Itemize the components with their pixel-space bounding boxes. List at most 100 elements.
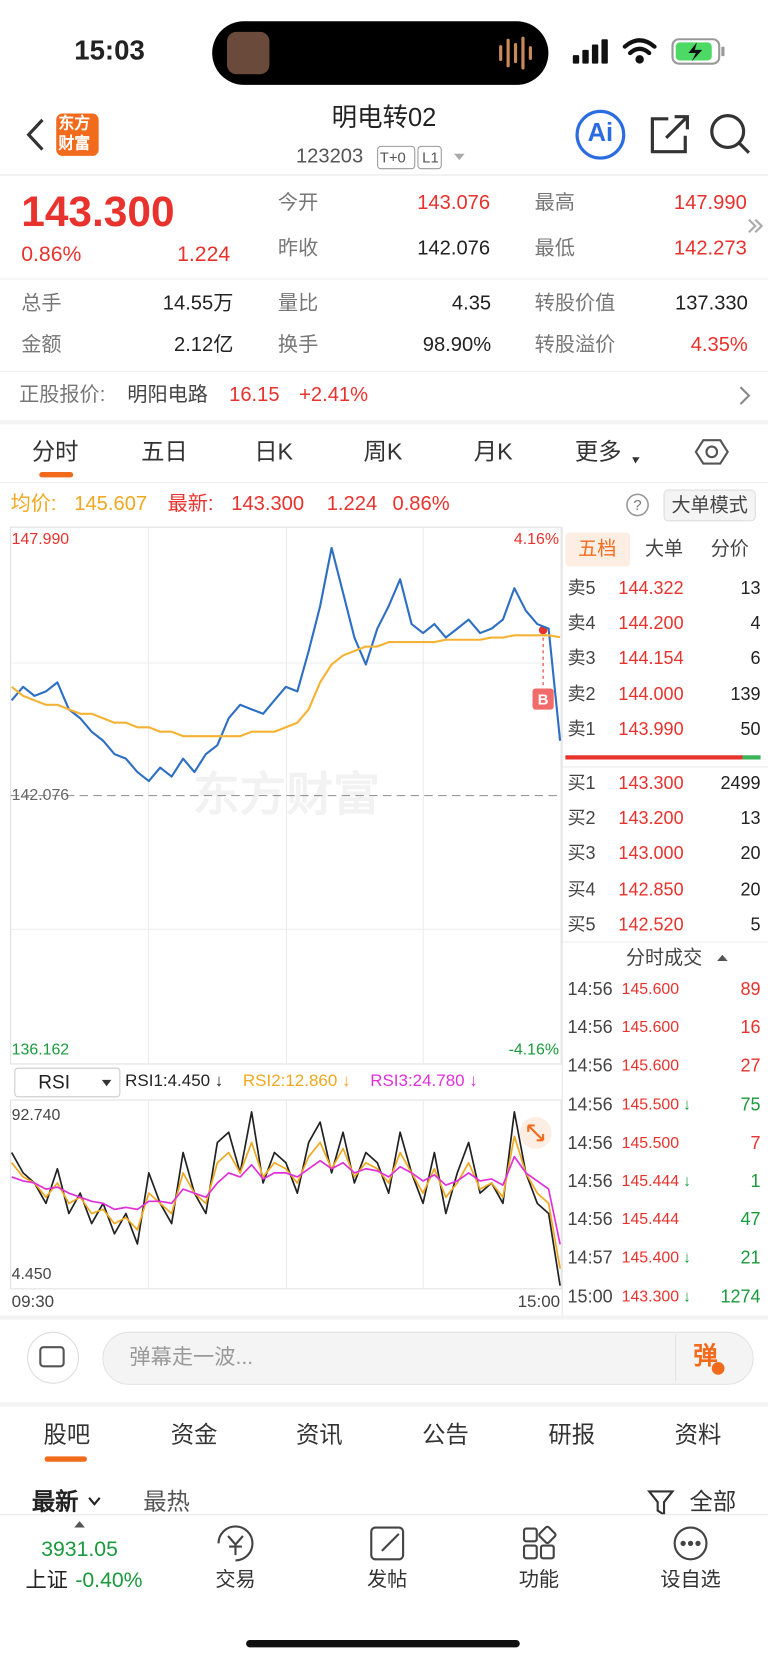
trade-time: 14:56 <box>567 1055 613 1077</box>
index-change[interactable]: -0.40% <box>75 1568 143 1593</box>
community-tab[interactable]: 股吧 <box>43 1421 91 1448</box>
index-name[interactable]: 上证 <box>25 1568 68 1593</box>
help-icon[interactable] <box>626 493 649 517</box>
chart-tab[interactable]: 分时 <box>31 438 79 465</box>
trade-price: 145.500 <box>621 1095 680 1114</box>
trade-arrow: ↓ <box>683 1095 692 1114</box>
nav-item[interactable]: 设自选 <box>660 1568 721 1592</box>
series-line <box>11 634 561 738</box>
chart-tab[interactable]: 日K <box>254 438 294 465</box>
change: 1.224 <box>177 242 231 267</box>
last-price: 143.300 <box>21 188 175 236</box>
filter-icon[interactable] <box>646 1490 675 1517</box>
chevron[interactable] <box>739 386 751 405</box>
community-tab[interactable]: 研报 <box>548 1421 596 1448</box>
danmaku-button[interactable]: 弹 <box>693 1341 718 1370</box>
trade-volume: 21 <box>740 1247 761 1269</box>
community-tab[interactable]: 公告 <box>422 1421 469 1448</box>
nav-item[interactable]: 交易 <box>215 1568 256 1592</box>
chart-tab[interactable]: 月K <box>473 438 513 465</box>
settings-button[interactable] <box>694 439 729 465</box>
community-tab[interactable]: 资料 <box>674 1421 722 1448</box>
book-price: 143.300 <box>618 773 684 794</box>
y-tick-label: 4.16% <box>514 531 559 548</box>
trade-volume: 89 <box>740 979 761 1000</box>
ai-label[interactable]: Ai <box>587 118 614 148</box>
book-volume: 2499 <box>720 773 761 794</box>
trade-icon[interactable] <box>217 1525 254 1562</box>
sort-option[interactable]: 最新 <box>31 1488 79 1515</box>
y-tick-label: 142.076 <box>12 787 70 804</box>
stat-label: 最高 <box>534 191 575 215</box>
book-volume: 5 <box>750 914 761 935</box>
index-value[interactable]: 3931.05 <box>41 1538 118 1562</box>
search-button[interactable] <box>710 114 751 154</box>
y-tick-label: 92.740 <box>12 1107 61 1124</box>
stat-value: 142.076 <box>417 237 491 260</box>
trade-time: 15:00 <box>567 1286 613 1307</box>
x-tick-label: 15:00 <box>518 1292 560 1311</box>
trade-volume: 7 <box>750 1132 761 1153</box>
nav-item[interactable]: 发帖 <box>367 1568 408 1592</box>
comment-placeholder[interactable]: 弹幕走一波... <box>129 1346 254 1370</box>
dynamic-island <box>212 21 549 85</box>
legend-entry: RSI1:4.450 ↓ <box>125 1072 224 1091</box>
stat-value: 98.90% <box>422 334 492 357</box>
book-tab[interactable]: 五档 <box>578 537 617 560</box>
post-icon[interactable] <box>370 1526 405 1561</box>
stat-value: 14.55万 <box>162 292 234 316</box>
sort-option[interactable]: 最热 <box>143 1488 190 1515</box>
nav-item[interactable]: 功能 <box>518 1568 560 1592</box>
community-tab[interactable]: 资金 <box>170 1421 218 1448</box>
indicator-select[interactable] <box>14 1067 121 1098</box>
chart-tab[interactable]: 周K <box>363 438 403 465</box>
book-price: 144.154 <box>618 648 684 669</box>
share-button[interactable] <box>650 115 689 154</box>
indicator-name[interactable]: RSI <box>38 1071 71 1093</box>
book-tab[interactable]: 分价 <box>710 537 749 560</box>
trade-marker: B <box>537 690 549 708</box>
legend-entry: RSI2:12.860 ↓ <box>242 1072 351 1091</box>
comment-input[interactable] <box>102 1331 754 1385</box>
change-pct: 0.86% <box>21 242 82 267</box>
chart-tab[interactable]: 五日 <box>141 438 188 465</box>
comment-icon-ring[interactable] <box>27 1331 80 1384</box>
underlying-name[interactable]: 明阳电路 <box>127 383 208 407</box>
trade-price: 145.600 <box>621 1056 680 1075</box>
book-volume: 6 <box>750 648 761 669</box>
divider <box>0 420 768 425</box>
battery-icon <box>671 38 725 65</box>
filter-option[interactable]: 全部 <box>689 1488 737 1515</box>
trade-volume: 75 <box>740 1094 761 1115</box>
sort-caret <box>88 1497 101 1506</box>
mode-button[interactable]: 大单模式 <box>671 494 748 516</box>
trade-price: 145.600 <box>621 980 680 999</box>
y-tick-label: 4.450 <box>12 1266 52 1283</box>
tag-box <box>417 145 442 170</box>
ai-button[interactable] <box>575 109 626 160</box>
tab-underline <box>44 1456 87 1462</box>
help-text[interactable]: ? <box>633 496 642 514</box>
fullscreen-button[interactable] <box>519 1116 552 1149</box>
clock: 15:03 <box>74 33 145 66</box>
series-line <box>11 1135 561 1269</box>
stat-value: 4.35 <box>451 292 492 316</box>
stat-label: 转股溢价 <box>534 334 616 357</box>
book-tab[interactable]: 大单 <box>644 537 684 560</box>
chart-tab[interactable]: 更多 <box>574 438 622 465</box>
book-volume: 139 <box>730 683 761 704</box>
community-tab[interactable]: 资讯 <box>295 1421 343 1448</box>
trade-volume: 16 <box>740 1017 761 1038</box>
expand-button[interactable] <box>748 218 764 234</box>
book-label: 买1 <box>567 773 596 794</box>
back-button[interactable] <box>26 118 44 151</box>
rsi-frame <box>10 1099 562 1290</box>
function-icon[interactable] <box>522 1525 557 1560</box>
watchlist-icon[interactable] <box>673 1526 708 1561</box>
dropdown-caret[interactable] <box>454 153 465 161</box>
book-price: 144.200 <box>618 613 684 634</box>
mode-button-box[interactable] <box>663 489 756 522</box>
book-volume: 13 <box>740 578 761 599</box>
book-label: 买3 <box>567 843 596 864</box>
book-volume: 4 <box>750 613 761 634</box>
